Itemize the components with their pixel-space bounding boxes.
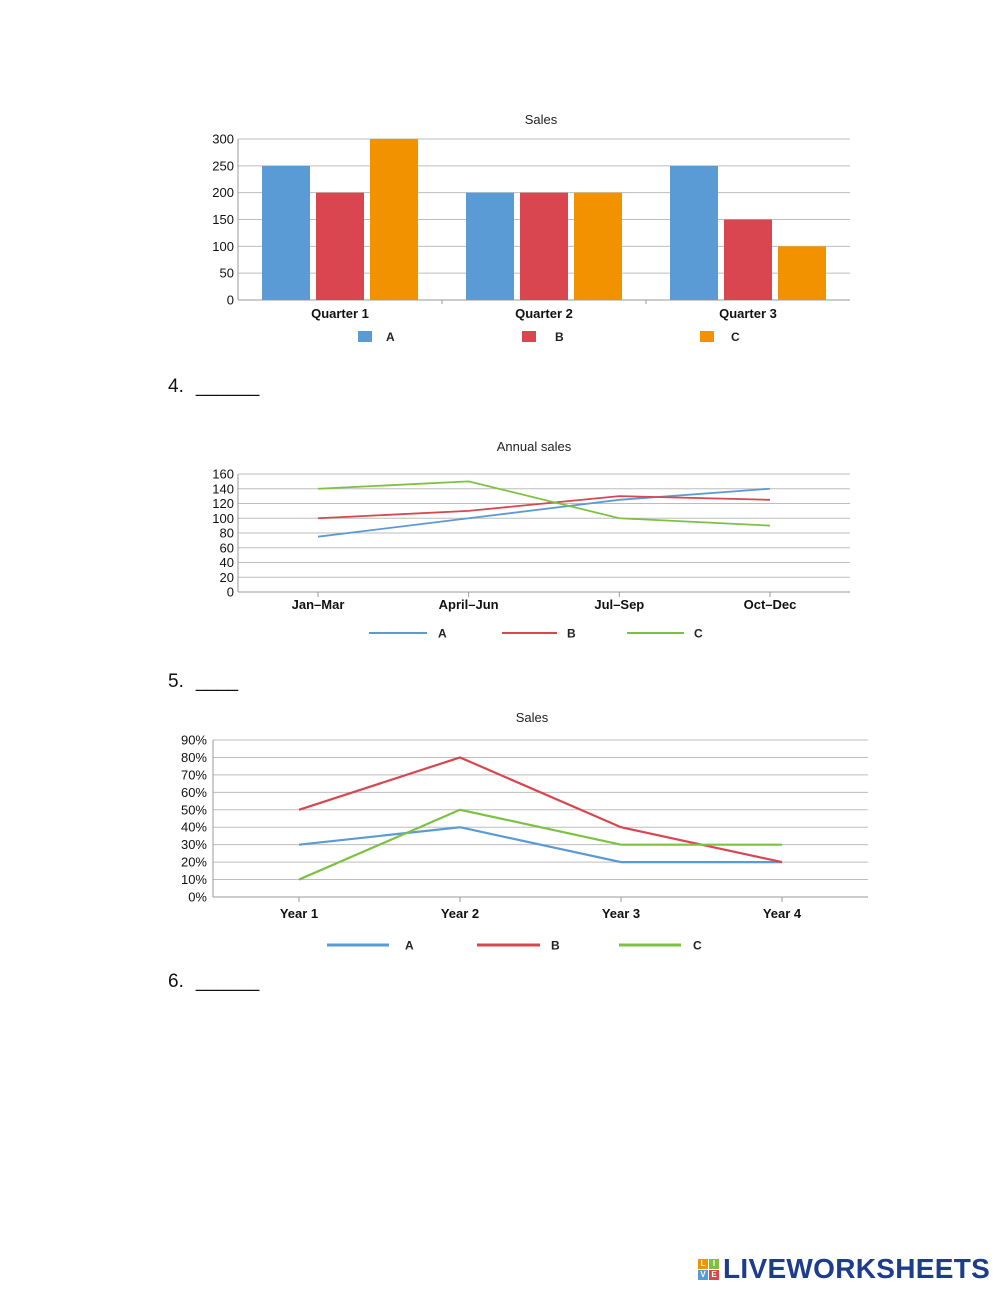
y-tick-label: 100 — [212, 511, 234, 526]
question-6-answer-blank[interactable]: ______ — [195, 971, 260, 992]
logo-block-l: L — [698, 1258, 708, 1269]
x-category-label: Quarter 2 — [515, 306, 573, 321]
y-tick-label: 200 — [212, 185, 234, 200]
y-tick-label: 30% — [181, 837, 207, 852]
y-tick-label: 80% — [181, 750, 207, 765]
y-tick-label: 140 — [212, 481, 234, 496]
x-category-label: Quarter 1 — [311, 306, 369, 321]
bar-a — [466, 192, 514, 300]
question-4-answer-blank[interactable]: ______ — [195, 376, 260, 397]
y-tick-label: 10% — [181, 872, 207, 887]
series-line-c — [317, 480, 771, 527]
legend-swatch-c — [700, 331, 714, 342]
quarterly-sales-bar-chart: Sales 0 50 100 150 200 250 300 Quarter 1 Quarter … — [212, 112, 850, 344]
logo-block-e: E — [709, 1269, 719, 1280]
x-category-label: Oct–Dec — [744, 597, 797, 612]
y-tick-label: 20 — [220, 570, 234, 585]
bar-c — [370, 139, 418, 300]
bar-a — [670, 165, 718, 300]
logo-block-i: I — [709, 1258, 719, 1269]
question-5: 5. ____ — [168, 671, 238, 693]
bar-a — [262, 165, 310, 300]
y-tick-label: 60% — [181, 785, 207, 800]
bar-c — [574, 192, 622, 300]
y-tick-label: 50 — [220, 266, 234, 281]
y-tick-label: 40 — [220, 555, 234, 570]
legend-label: A — [405, 939, 414, 953]
legend-label: C — [731, 330, 740, 344]
y-tick-label: 60 — [220, 540, 234, 555]
question-5-number: 5. — [168, 671, 184, 692]
series-line-a — [298, 826, 782, 864]
series-line-a — [317, 487, 771, 538]
logo-blocks-icon: L I V E — [698, 1258, 719, 1280]
x-category-label: Year 1 — [280, 906, 318, 921]
y-tick-label: 90% — [181, 733, 207, 748]
x-category-label: Jul–Sep — [594, 597, 644, 612]
legend-label: A — [438, 627, 447, 641]
bar-b — [316, 192, 364, 300]
y-tick-label: 120 — [212, 496, 234, 511]
legend-label: C — [694, 627, 703, 641]
legend-label: B — [555, 330, 564, 344]
x-category-label: Year 3 — [602, 906, 640, 921]
y-tick-label: 150 — [212, 212, 234, 227]
logo-block-v: V — [698, 1269, 708, 1280]
y-tick-label: 70% — [181, 767, 207, 782]
y-tick-label: 160 — [212, 467, 234, 482]
legend-label: B — [551, 939, 560, 953]
y-tick-label: 0 — [227, 585, 234, 600]
x-category-label: April–Jun — [439, 597, 499, 612]
question-4: 4. ______ — [168, 376, 259, 398]
bar-b — [724, 219, 772, 300]
yearly-sales-percent-line-chart: Sales 0% 10% 20% 30% 40% 50% 60% 70% 80% 90% Year 1… — [181, 710, 868, 953]
question-6-number: 6. — [168, 971, 184, 992]
legend-label: B — [567, 627, 576, 641]
chart-title: Sales — [516, 710, 549, 725]
legend-label: A — [386, 330, 395, 344]
legend-swatch-a — [358, 331, 372, 342]
y-tick-label: 50% — [181, 802, 207, 817]
y-tick-label: 0 — [227, 293, 234, 308]
y-tick-label: 80 — [220, 526, 234, 541]
y-tick-label: 40% — [181, 820, 207, 835]
logo-text: LIVEWORKSHEETS — [723, 1253, 991, 1284]
question-6: 6. ______ — [168, 971, 259, 993]
x-category-label: Jan–Mar — [292, 597, 345, 612]
y-tick-label: 250 — [212, 158, 234, 173]
y-tick-label: 20% — [181, 855, 207, 870]
liveworksheets-logo: L I V E LIVEWORKSHEETS — [698, 1253, 991, 1284]
question-4-number: 4. — [168, 376, 184, 397]
question-5-answer-blank[interactable]: ____ — [195, 671, 239, 692]
x-category-label: Year 4 — [763, 906, 802, 921]
y-tick-label: 100 — [212, 239, 234, 254]
x-category-label: Year 2 — [441, 906, 479, 921]
bar-b — [520, 192, 568, 300]
y-tick-label: 0% — [188, 890, 207, 905]
y-tick-label: 300 — [212, 132, 234, 147]
bar-c — [778, 246, 826, 300]
series-line-c — [298, 808, 782, 881]
legend-swatch-b — [522, 331, 536, 342]
x-category-label: Quarter 3 — [719, 306, 777, 321]
legend-label: C — [693, 939, 702, 953]
chart-title: Annual sales — [497, 439, 572, 454]
series-line-b — [317, 495, 771, 520]
chart-title: Sales — [525, 112, 558, 127]
